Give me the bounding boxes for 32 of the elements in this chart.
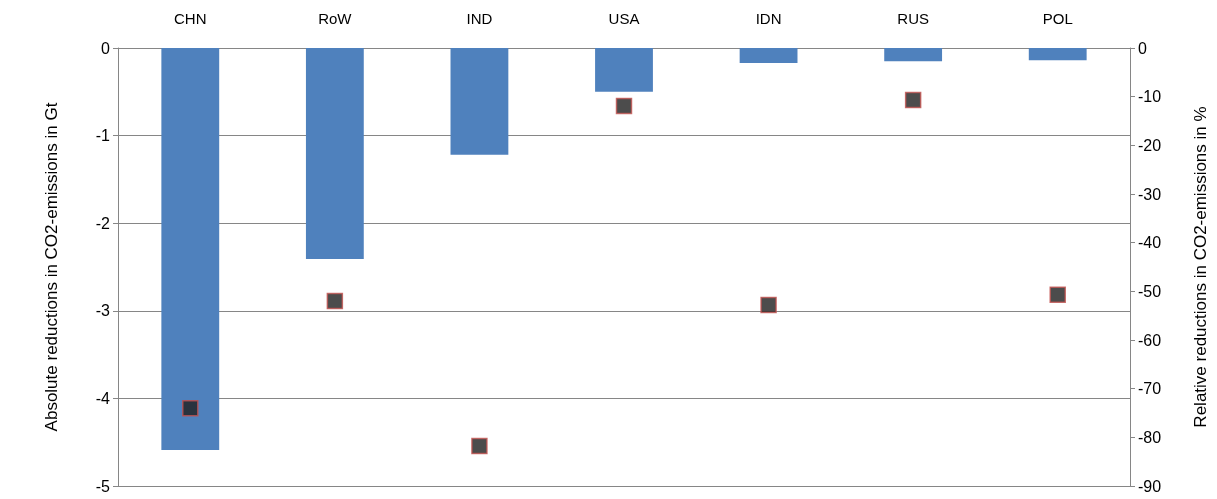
- point: [182, 399, 199, 417]
- y2-tick-label: -20: [1138, 136, 1162, 154]
- y-tick-label: -4: [95, 389, 111, 407]
- y2-tick-label: -40: [1138, 234, 1162, 252]
- y2-tick-label: -50: [1138, 282, 1162, 300]
- point: [760, 296, 777, 314]
- point: [615, 97, 633, 115]
- point: [1049, 286, 1066, 303]
- point: [471, 437, 488, 455]
- y-tick-label: -3: [95, 302, 111, 320]
- y2-tick-label: -10: [1138, 88, 1162, 106]
- x-tick-label: CHN: [174, 10, 207, 27]
- y-tick-label: -1: [95, 127, 111, 145]
- y-tick-label: -2: [95, 214, 111, 232]
- y2-tick-label: -80: [1138, 428, 1162, 446]
- y-axis-title: Absolute reductions in CO2-emissions in Gt: [42, 102, 61, 432]
- y2-tick-label: -30: [1138, 185, 1162, 203]
- point: [904, 91, 922, 109]
- x-tick-label: USA: [608, 10, 640, 27]
- y2-tick-label: -60: [1138, 331, 1162, 349]
- y2-tick-label: 0: [1138, 39, 1147, 57]
- y2-axis-title: Relative reductions in CO2-emissions in %: [1191, 106, 1210, 428]
- point: [326, 292, 344, 310]
- x-tick-label: IND: [466, 10, 493, 27]
- y-tick-label: -5: [95, 477, 111, 495]
- x-tick-label: POL: [1042, 10, 1073, 27]
- y-tick-label: 0: [101, 39, 111, 57]
- y2-tick-label: -90: [1138, 477, 1162, 495]
- y2-tick-label: -70: [1138, 380, 1162, 398]
- x-tick-label: RUS: [897, 10, 929, 27]
- x-tick-label: RoW: [318, 10, 353, 27]
- x-tick-label: IDN: [755, 10, 782, 27]
